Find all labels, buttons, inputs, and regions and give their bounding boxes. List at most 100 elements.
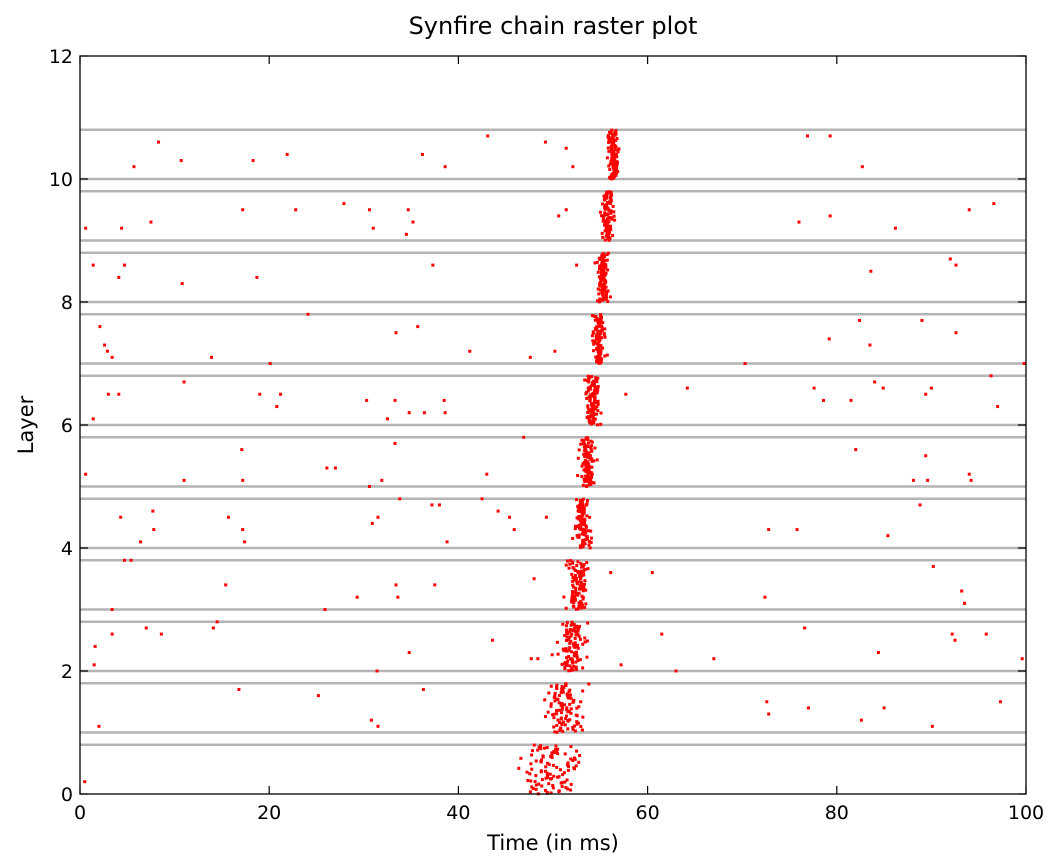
spike-layer-8 bbox=[596, 287, 600, 291]
spike-layer-1 bbox=[560, 722, 564, 726]
spike-layer-7 bbox=[590, 314, 594, 318]
spike-layer-3 bbox=[580, 601, 584, 605]
spike-layer-1 bbox=[555, 709, 559, 713]
spike-layer-1 bbox=[565, 706, 569, 710]
spike-layer-3 bbox=[583, 568, 587, 572]
spike-layer-8 bbox=[601, 268, 605, 272]
spike-layer-6 bbox=[596, 376, 600, 380]
spike-layer-6 bbox=[588, 393, 592, 397]
y-axis-label: Layer bbox=[14, 395, 38, 454]
spike-layer-2 bbox=[575, 667, 579, 671]
spike-layer-7 bbox=[596, 317, 600, 321]
spike-layer-2 bbox=[572, 664, 576, 668]
spike-layer-10 bbox=[609, 148, 613, 152]
spike-layer-0 bbox=[575, 749, 579, 753]
spike-layer-0 bbox=[546, 776, 550, 780]
spike-layer-4 bbox=[576, 505, 580, 509]
spike-layer-5 bbox=[586, 441, 590, 445]
spike-layer-1 bbox=[562, 686, 566, 690]
spike-background bbox=[227, 515, 231, 519]
spike-background bbox=[151, 509, 155, 513]
spike-layer-5 bbox=[590, 449, 594, 453]
spike-layer-4 bbox=[573, 527, 577, 531]
spike-layer-8 bbox=[604, 265, 608, 269]
spike-layer-5 bbox=[584, 469, 588, 473]
spike-background bbox=[963, 601, 967, 605]
y-tick-label: 4 bbox=[61, 538, 73, 560]
spike-layer-1 bbox=[558, 728, 562, 732]
spike-layer-3 bbox=[577, 601, 581, 605]
spike-layer-2 bbox=[565, 662, 569, 666]
spike-layer-4 bbox=[578, 544, 582, 548]
spike-background bbox=[765, 700, 769, 704]
x-tick-label: 40 bbox=[446, 802, 470, 824]
spike-layer-9 bbox=[607, 220, 611, 224]
spike-layer-9 bbox=[602, 194, 606, 198]
spike-layer-4 bbox=[575, 534, 579, 538]
spike-layer-5 bbox=[587, 471, 591, 475]
spike-layer-4 bbox=[580, 509, 584, 513]
spike-layer-8 bbox=[600, 283, 604, 287]
spike-background bbox=[571, 165, 575, 169]
spike-layer-7 bbox=[600, 336, 604, 340]
spike-layer-7 bbox=[603, 354, 607, 358]
spike-layer-1 bbox=[555, 683, 559, 687]
spike-layer-9 bbox=[609, 216, 613, 220]
spike-background bbox=[241, 478, 245, 482]
spike-layer-4 bbox=[571, 536, 575, 540]
spike-layer-0 bbox=[526, 778, 530, 782]
spike-layer-10 bbox=[614, 138, 618, 142]
spike-layer-7 bbox=[596, 355, 600, 359]
spike-layer-1 bbox=[543, 715, 547, 719]
spike-layer-2 bbox=[576, 646, 580, 650]
spike-layer-2 bbox=[576, 633, 580, 637]
spike-layer-5 bbox=[590, 480, 594, 484]
spike-background bbox=[182, 478, 186, 482]
spike-layer-0 bbox=[517, 766, 521, 770]
spike-layer-0 bbox=[544, 788, 548, 792]
spike-layer-2 bbox=[571, 642, 575, 646]
spike-layer-7 bbox=[597, 358, 601, 362]
spike-layer-5 bbox=[582, 452, 586, 456]
spike-layer-9 bbox=[606, 212, 610, 216]
spike-layer-10 bbox=[615, 163, 619, 167]
spike-layer-8 bbox=[598, 264, 602, 268]
spike-layer-8 bbox=[601, 263, 605, 267]
spike-layer-3 bbox=[579, 569, 583, 573]
spike-layer-1 bbox=[564, 714, 568, 718]
spike-layer-7 bbox=[605, 353, 609, 357]
spike-layer-10 bbox=[612, 176, 616, 180]
spike-background bbox=[443, 165, 447, 169]
spike-layer-3 bbox=[567, 566, 571, 570]
spike-background bbox=[984, 632, 988, 636]
spike-background bbox=[763, 595, 767, 599]
spike-layer-2 bbox=[570, 632, 574, 636]
spike-layer-7 bbox=[594, 337, 598, 341]
spike-layer-7 bbox=[593, 318, 597, 322]
spike-layer-4 bbox=[578, 518, 582, 522]
spike-layer-7 bbox=[603, 327, 607, 331]
spike-background bbox=[394, 583, 398, 587]
spike-layer-0 bbox=[555, 765, 559, 769]
spike-layer-0 bbox=[566, 761, 570, 765]
spike-layer-6 bbox=[589, 401, 593, 405]
spike-layer-2 bbox=[574, 660, 578, 664]
spike-background bbox=[827, 337, 831, 341]
spike-layer-10 bbox=[609, 159, 613, 163]
spike-background bbox=[393, 441, 397, 445]
spike-layer-9 bbox=[604, 220, 608, 224]
spike-layer-9 bbox=[612, 210, 616, 214]
spike-layer-0 bbox=[550, 777, 554, 781]
spike-background bbox=[376, 724, 380, 728]
spike-layer-0 bbox=[551, 763, 555, 767]
spike-layer-7 bbox=[597, 345, 601, 349]
spike-layer-0 bbox=[569, 782, 573, 786]
spike-layer-2 bbox=[576, 629, 580, 633]
spike-layer-2 bbox=[565, 628, 569, 632]
spike-layer-1 bbox=[549, 704, 553, 708]
spike-layer-5 bbox=[590, 465, 594, 469]
spike-layer-0 bbox=[551, 784, 555, 788]
spike-layer-2 bbox=[568, 664, 572, 668]
spike-layer-1 bbox=[555, 723, 559, 727]
spike-layer-1 bbox=[568, 718, 572, 722]
